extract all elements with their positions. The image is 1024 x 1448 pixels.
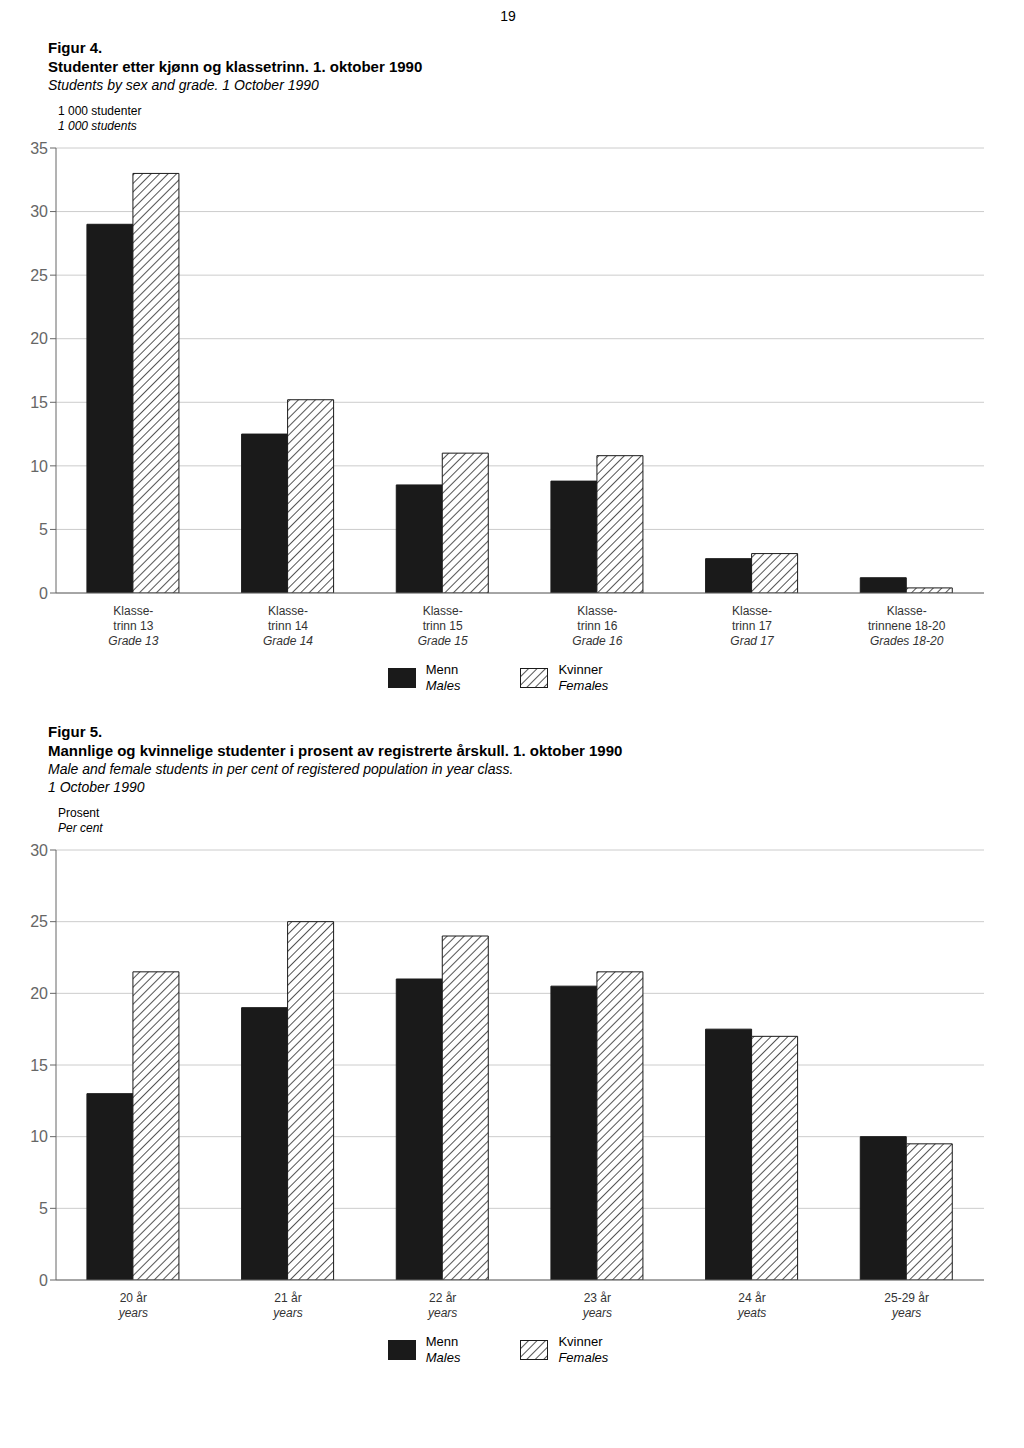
html-text:Menn: Menn <box>425 1334 459 1349</box>
svg-text:25: 25 <box>30 267 48 284</box>
svg-text:35: 35 <box>30 140 48 157</box>
svg-text:30: 30 <box>30 203 48 220</box>
svg-text:15: 15 <box>30 1057 48 1074</box>
html-text:19: 19 <box>500 8 516 24</box>
html-text:Students by sex and grade. 1 O: Students by sex and grade. 1 October 199… <box>48 77 319 93</box>
html-text:1 000 students: 1 000 students <box>58 119 137 133</box>
html-text:Kvinner: Kvinner <box>558 662 603 677</box>
html-text:1 October 1990: 1 October 1990 <box>48 779 145 795</box>
html-text:Males: Males <box>425 678 461 693</box>
html-text:Females: Females <box>558 1350 609 1365</box>
html-text:Per cent: Per cent <box>58 821 103 835</box>
svg-text:Klasse-trinn 17Grad 17: Klasse-trinn 17Grad 17 <box>730 604 775 648</box>
svg-text:20: 20 <box>30 985 48 1002</box>
svg-text:5: 5 <box>39 1200 48 1217</box>
svg-text:Klasse-trinn 14Grade 14: Klasse-trinn 14Grade 14 <box>263 604 313 648</box>
svg-text:0: 0 <box>39 1272 48 1289</box>
html-text:Females: Females <box>558 678 609 693</box>
svg-text:Klasse-trinn 16Grade 16: Klasse-trinn 16Grade 16 <box>572 604 622 648</box>
html-text:Kvinner: Kvinner <box>558 1334 603 1349</box>
svg-text:Klasse-trinn 13Grade 13: Klasse-trinn 13Grade 13 <box>108 604 158 648</box>
html-text:1 000 studenter: 1 000 studenter <box>58 104 142 118</box>
svg-text:Klasse-trinn 15Grade 15: Klasse-trinn 15Grade 15 <box>418 604 468 648</box>
svg-text:20 åryears: 20 åryears <box>118 1291 148 1320</box>
svg-text:10: 10 <box>30 458 48 475</box>
html-text:Mannlige og kvinnelige student: Mannlige og kvinnelige studenter i prose… <box>48 742 623 759</box>
svg-text:25: 25 <box>30 913 48 930</box>
svg-text:30: 30 <box>30 842 48 859</box>
html-text:Male and female students in pe: Male and female students in per cent of … <box>48 761 514 777</box>
svg-text:10: 10 <box>30 1128 48 1145</box>
html-text:Prosent: Prosent <box>58 806 100 820</box>
html-text:Studenter etter kjønn og klass: Studenter etter kjønn og klassetrinn. 1.… <box>48 58 423 75</box>
svg-text:20: 20 <box>30 330 48 347</box>
svg-text:5: 5 <box>39 521 48 538</box>
svg-text:22 åryears: 22 åryears <box>427 1291 457 1320</box>
svg-text:21 åryears: 21 åryears <box>272 1291 302 1320</box>
svg-text:0: 0 <box>39 585 48 602</box>
html-text:Males: Males <box>425 1350 461 1365</box>
svg-text:24 åryeats: 24 åryeats <box>737 1291 767 1320</box>
html-text:Menn: Menn <box>425 662 459 677</box>
svg-text:25-29 åryears: 25-29 åryears <box>884 1291 929 1320</box>
svg-text:Klasse-trinnene 18-20Grades 18: Klasse-trinnene 18-20Grades 18-20 <box>868 604 946 648</box>
svg-text:23 åryears: 23 åryears <box>582 1291 612 1320</box>
html-text:Figur 4.: Figur 4. <box>48 39 103 56</box>
html-text:Figur 5.: Figur 5. <box>48 723 103 740</box>
svg-text:15: 15 <box>30 394 48 411</box>
